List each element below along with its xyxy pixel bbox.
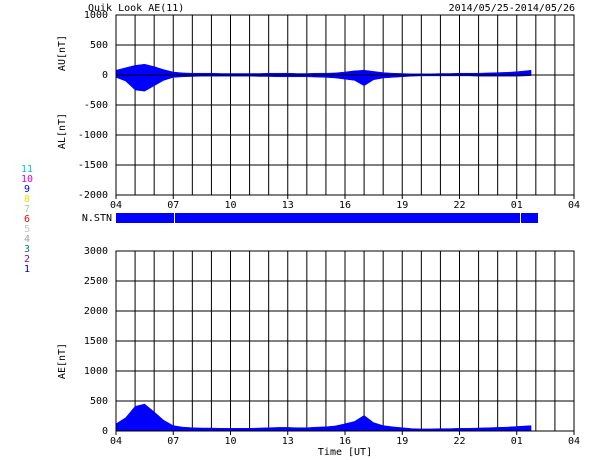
station-label: 11 bbox=[21, 164, 33, 175]
y-tick-label: 1000 bbox=[84, 366, 108, 377]
y-axis-label: AU[nT] bbox=[57, 35, 68, 71]
y-axis-label: AE[nT] bbox=[57, 343, 68, 379]
station-label: 2 bbox=[24, 254, 30, 265]
y-axis-label: AL[nT] bbox=[57, 113, 68, 149]
x-tick-label: 19 bbox=[396, 200, 408, 211]
x-tick-label: 22 bbox=[453, 200, 465, 211]
x-tick-label: 16 bbox=[339, 200, 351, 211]
station-label: 4 bbox=[24, 234, 30, 245]
y-tick-label: 1500 bbox=[84, 336, 108, 347]
y-tick-label: -1500 bbox=[78, 160, 108, 171]
station-label: 5 bbox=[24, 224, 30, 235]
y-tick-label: 500 bbox=[90, 396, 108, 407]
station-label: 8 bbox=[24, 194, 30, 205]
data-area bbox=[115, 74, 532, 92]
nstn-label: N.STN bbox=[82, 213, 112, 224]
nstn-bar bbox=[116, 213, 538, 223]
y-tick-label: 500 bbox=[90, 40, 108, 51]
station-label: 9 bbox=[24, 184, 30, 195]
y-tick-label: 0 bbox=[102, 426, 108, 437]
station-label: 7 bbox=[24, 204, 30, 215]
x-tick-label: 10 bbox=[224, 436, 236, 447]
station-label: 3 bbox=[24, 244, 30, 255]
x-tick-label: 10 bbox=[224, 200, 236, 211]
data-area bbox=[115, 403, 532, 432]
y-tick-label: 2000 bbox=[84, 306, 108, 317]
station-label: 10 bbox=[21, 174, 33, 185]
data-area bbox=[115, 63, 532, 76]
y-tick-label: 2500 bbox=[84, 276, 108, 287]
x-tick-label: 19 bbox=[396, 436, 408, 447]
x-tick-label: 01 bbox=[511, 436, 523, 447]
y-tick-label: 0 bbox=[102, 70, 108, 81]
station-label: 6 bbox=[24, 214, 30, 225]
x-tick-label: 01 bbox=[511, 200, 523, 211]
x-tick-label: 13 bbox=[282, 436, 294, 447]
plot-frame bbox=[115, 14, 575, 196]
x-tick-label: 07 bbox=[167, 436, 179, 447]
x-axis-label: Time [UT] bbox=[318, 447, 372, 458]
y-tick-label: -500 bbox=[84, 100, 108, 111]
x-tick-label: 04 bbox=[110, 436, 122, 447]
x-tick-label: 13 bbox=[282, 200, 294, 211]
y-tick-label: -2000 bbox=[78, 190, 108, 201]
x-tick-label: 16 bbox=[339, 436, 351, 447]
x-tick-label: 04 bbox=[568, 200, 580, 211]
y-tick-label: 1000 bbox=[84, 10, 108, 21]
date-range: 2014/05/25-2014/05/26 bbox=[449, 3, 575, 14]
station-label: 1 bbox=[24, 264, 30, 275]
x-tick-label: 07 bbox=[167, 200, 179, 211]
x-tick-label: 22 bbox=[453, 436, 465, 447]
y-tick-label: -1000 bbox=[78, 130, 108, 141]
x-tick-label: 04 bbox=[568, 436, 580, 447]
plot-frame bbox=[115, 250, 575, 432]
x-tick-label: 04 bbox=[110, 200, 122, 211]
y-tick-label: 3000 bbox=[84, 246, 108, 257]
chart-title: Quik Look AE(11) bbox=[88, 3, 184, 14]
